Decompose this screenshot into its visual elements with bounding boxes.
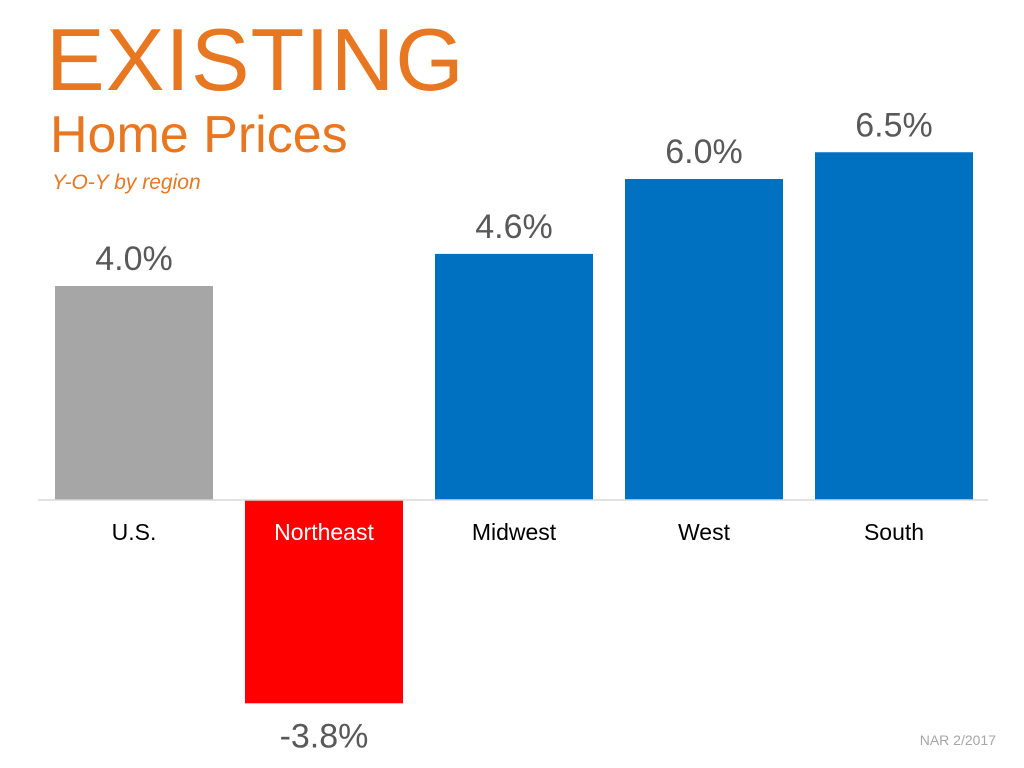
chart-subtitle: Home Prices (50, 106, 348, 164)
bar-west (625, 179, 783, 500)
category-label-west: West (678, 519, 731, 545)
value-label-midwest: 4.6% (475, 208, 553, 246)
value-label-south: 6.5% (855, 106, 933, 144)
bar-northeast (245, 500, 403, 704)
category-label-south: South (864, 519, 924, 545)
chart-title: EXISTING (46, 10, 465, 109)
bar-u-s (55, 286, 213, 500)
value-label-u-s: 4.0% (95, 240, 173, 278)
source-note: NAR 2/2017 (919, 732, 996, 748)
bar-midwest (435, 253, 593, 500)
bar-south (815, 152, 973, 500)
category-label-midwest: Midwest (472, 519, 557, 545)
category-label-u-s: U.S. (112, 519, 157, 545)
value-label-west: 6.0% (665, 133, 743, 171)
category-label-northeast: Northeast (274, 519, 374, 545)
value-label-northeast: -3.8% (280, 717, 369, 755)
chart-note: Y-O-Y by region (52, 171, 201, 194)
